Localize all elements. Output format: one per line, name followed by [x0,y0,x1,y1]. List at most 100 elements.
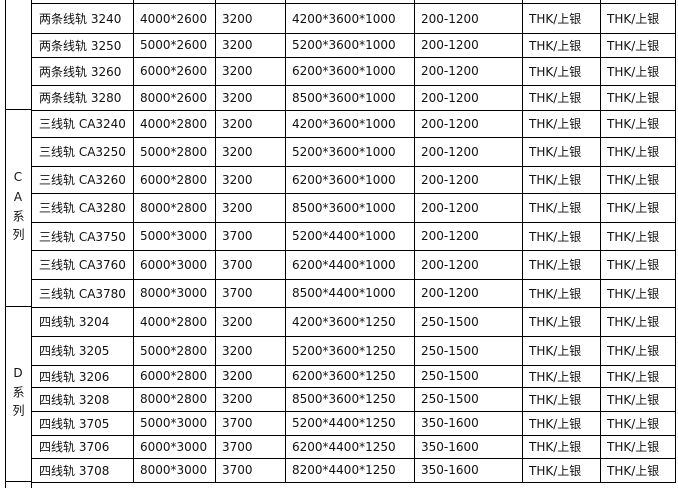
cell-range: 250-1500 [414,336,523,366]
cell-dimensions: 5200*4400*1250 [285,411,415,436]
cell-model: 四线轨 3706 [31,435,134,459]
cell-span: 3700 [215,435,286,459]
cell-dimensions: 8500*3600*1000 [285,85,415,111]
cell-span: 3700 [215,222,286,251]
cell-range: 200-1200 [414,4,523,34]
cell-rail-brand: THK/上银 [522,458,601,483]
cell-screw-brand: THK/上银 [600,33,676,58]
cell-span: 3700 [215,411,286,436]
cell-range: 200-1200 [414,279,523,308]
cell-rail-brand: THK/上银 [522,279,601,308]
cell-table-size: 8000*2800 [133,387,216,412]
cell-dimensions: 6200*3600*1000 [285,166,415,194]
cell-table-size: 6000*2600 [133,57,216,86]
cell-range: 200-1200 [414,222,523,251]
cell-model: 三线轨 CA3280 [31,193,134,223]
cell-model: 三线轨 CA3760 [31,250,134,280]
cell-rail-brand: THK/上银 [522,166,601,194]
cell-table-size: 8000*3000 [133,458,216,483]
cell-table-size: 5000*2800 [133,137,216,167]
cell-rail-brand: THK/上银 [522,110,601,138]
cell-dimensions: 8500*4400*1000 [285,279,415,308]
cell-screw-brand: THK/上银 [600,365,676,388]
cell-table-size: 6000*3000 [133,435,216,459]
cell-model: 两条线轨 3280 [31,85,134,111]
cell-model: 三线轨 CA3250 [31,137,134,167]
cell-model: 三线轨 CA3240 [31,110,134,138]
cell-range: 200-1200 [414,250,523,280]
cell-range: 200-1200 [414,85,523,111]
cell-dimensions: 6200*4400*1250 [285,435,415,459]
cell-dimensions: 5200*3600*1250 [285,336,415,366]
cell-table-size: 6000*3000 [133,250,216,280]
cell-dimensions: 5200*3600*1000 [285,33,415,58]
cell-dimensions: 4200*3600*1000 [285,4,415,34]
table-border [675,0,676,4]
cell-range: 250-1500 [414,307,523,337]
cell-span: 3200 [215,193,286,223]
cell-span: 3200 [215,137,286,167]
table-border [522,0,523,4]
cell-range: 200-1200 [414,33,523,58]
table-border [31,482,32,488]
cell-range: 250-1500 [414,365,523,388]
cell-dimensions: 6200*4400*1000 [285,250,415,280]
cell-range: 200-1200 [414,166,523,194]
cell-dimensions: 8500*3600*1000 [285,193,415,223]
cell-screw-brand: THK/上银 [600,137,676,167]
cell-span: 3200 [215,57,286,86]
cell-screw-brand: THK/上银 [600,250,676,280]
cell-model: 两条线轨 3240 [31,4,134,34]
cell-screw-brand: THK/上银 [600,222,676,251]
cell-model: 四线轨 3708 [31,458,134,483]
cell-model: 四线轨 3204 [31,307,134,337]
cell-screw-brand: THK/上银 [600,307,676,337]
cell-rail-brand: THK/上银 [522,33,601,58]
cell-dimensions: 8500*3600*1250 [285,387,415,412]
cell-table-size: 5000*2600 [133,33,216,58]
cell-span: 3200 [215,33,286,58]
cell-table-size: 6000*2800 [133,365,216,388]
cell-rail-brand: THK/上银 [522,365,601,388]
cell-dimensions: 5200*3600*1000 [285,137,415,167]
cell-rail-brand: THK/上银 [522,336,601,366]
cell-screw-brand: THK/上银 [600,279,676,308]
cell-rail-brand: THK/上银 [522,387,601,412]
cell-span: 3700 [215,250,286,280]
cell-range: 350-1600 [414,458,523,483]
cell-table-size: 4000*2800 [133,307,216,337]
cell-table-size: 4000*2600 [133,4,216,34]
table-border [414,0,415,4]
cell-rail-brand: THK/上银 [522,4,601,34]
cell-table-size: 6000*2800 [133,166,216,194]
cell-rail-brand: THK/上银 [522,57,601,86]
cell-span: 3200 [215,387,286,412]
cell-dimensions: 6200*3600*1000 [285,57,415,86]
cell-span: 3200 [215,307,286,337]
series-label: CA系列 [11,170,25,246]
cell-screw-brand: THK/上银 [600,166,676,194]
table-border [600,0,601,4]
cell-screw-brand: THK/上银 [600,85,676,111]
cell-table-size: 8000*3000 [133,279,216,308]
cell-table-size: 8000*2600 [133,85,216,111]
cell-range: 200-1200 [414,57,523,86]
cell-model: 三线轨 CA3750 [31,222,134,251]
table-border [31,3,676,4]
cell-span: 3200 [215,110,286,138]
cell-model: 三线轨 CA3260 [31,166,134,194]
table-border [5,0,6,4]
cell-table-size: 5000*3000 [133,411,216,436]
cell-span: 3700 [215,458,286,483]
series-group-cell [5,4,32,110]
cell-screw-brand: THK/上银 [600,110,676,138]
cell-dimensions: 4200*3600*1250 [285,307,415,337]
table-border [133,0,134,4]
cell-dimensions: 4200*3600*1000 [285,110,415,138]
table-border [5,482,6,488]
cell-screw-brand: THK/上银 [600,4,676,34]
cell-table-size: 8000*2800 [133,193,216,223]
cell-model: 三线轨 CA3780 [31,279,134,308]
series-group-cell: D系列 [5,307,32,482]
cell-screw-brand: THK/上银 [600,336,676,366]
